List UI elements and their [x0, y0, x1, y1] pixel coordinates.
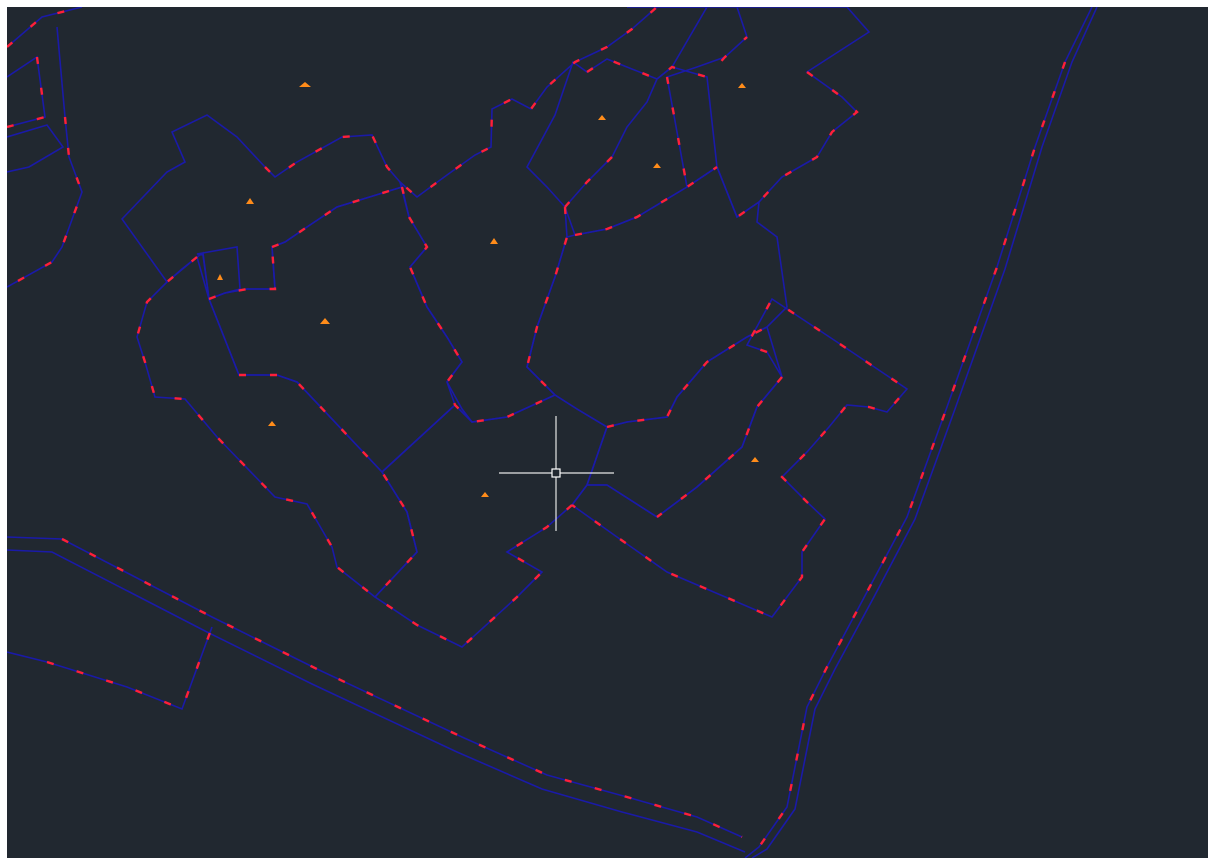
- road-edge[interactable]: [7, 536, 743, 838]
- parcel-marker-icon[interactable]: [490, 238, 498, 244]
- boundary-dash: [734, 71, 859, 224]
- parcel-marker-icon[interactable]: [751, 457, 759, 462]
- parcel-polygon[interactable]: [120, 114, 404, 301]
- boundary-dash: [7, 56, 47, 129]
- parcel-edge[interactable]: [7, 55, 46, 128]
- parcel-lines: [7, 7, 1098, 858]
- boundary-dash: [656, 376, 783, 518]
- boundary-dash: [606, 325, 768, 429]
- cad-drawing[interactable]: [7, 7, 1208, 858]
- parcel-marker-icon[interactable]: [738, 83, 746, 88]
- parcel-marker-icon[interactable]: [268, 421, 276, 426]
- boundary-dash: [264, 7, 658, 199]
- boundary-dash: [564, 156, 613, 208]
- boundary-dash: [571, 297, 909, 619]
- boundary-dash: [239, 373, 419, 598]
- parcel-polygon[interactable]: [373, 394, 608, 648]
- road-edge[interactable]: [7, 549, 746, 853]
- road-edge[interactable]: [751, 7, 1098, 858]
- parcel-polygon[interactable]: [207, 185, 463, 474]
- boundary-dash: [758, 61, 1067, 848]
- boundary-dash: [7, 7, 83, 48]
- boundary-dash: [400, 186, 556, 424]
- parcel-polygon[interactable]: [526, 58, 718, 236]
- drawing-viewport[interactable]: [7, 7, 1208, 858]
- boundary-dash: [271, 185, 403, 249]
- boundary-dash: [665, 76, 689, 188]
- parcel-edge[interactable]: [7, 7, 83, 48]
- parcel-marker-icon[interactable]: [653, 163, 661, 168]
- boundary-dash: [46, 626, 214, 711]
- boundary-lines: [7, 7, 1067, 848]
- boundary-dash: [61, 537, 743, 839]
- parcel-marker-icon[interactable]: [246, 198, 254, 204]
- boundary-dash: [525, 206, 569, 396]
- parcel-polygon[interactable]: [570, 297, 909, 618]
- road-edge[interactable]: [744, 7, 1093, 858]
- boundary-dash: [374, 504, 573, 649]
- crosshair-pickbox-icon: [499, 416, 614, 531]
- parcel-polygon[interactable]: [627, 7, 871, 219]
- pickbox: [551, 468, 561, 478]
- parcel-polygon[interactable]: [398, 7, 708, 423]
- parcel-edge[interactable]: [7, 124, 65, 173]
- parcel-marker-icon[interactable]: [299, 82, 311, 87]
- parcel-marker-icon[interactable]: [320, 318, 330, 324]
- parcel-marker-icon[interactable]: [217, 274, 223, 280]
- boundary-dash: [7, 116, 84, 289]
- boundary-dash: [574, 166, 718, 237]
- parcel-marker-icon[interactable]: [481, 492, 489, 497]
- parcel-markers: [217, 82, 759, 497]
- parcel-polygon[interactable]: [136, 255, 418, 599]
- parcel-marker-icon[interactable]: [598, 115, 606, 120]
- boundary-dash: [135, 256, 376, 598]
- boundary-dash: [586, 36, 748, 81]
- parcel-polygon[interactable]: [585, 325, 783, 518]
- road-edge[interactable]: [7, 626, 213, 711]
- boundary-dash: [208, 246, 277, 301]
